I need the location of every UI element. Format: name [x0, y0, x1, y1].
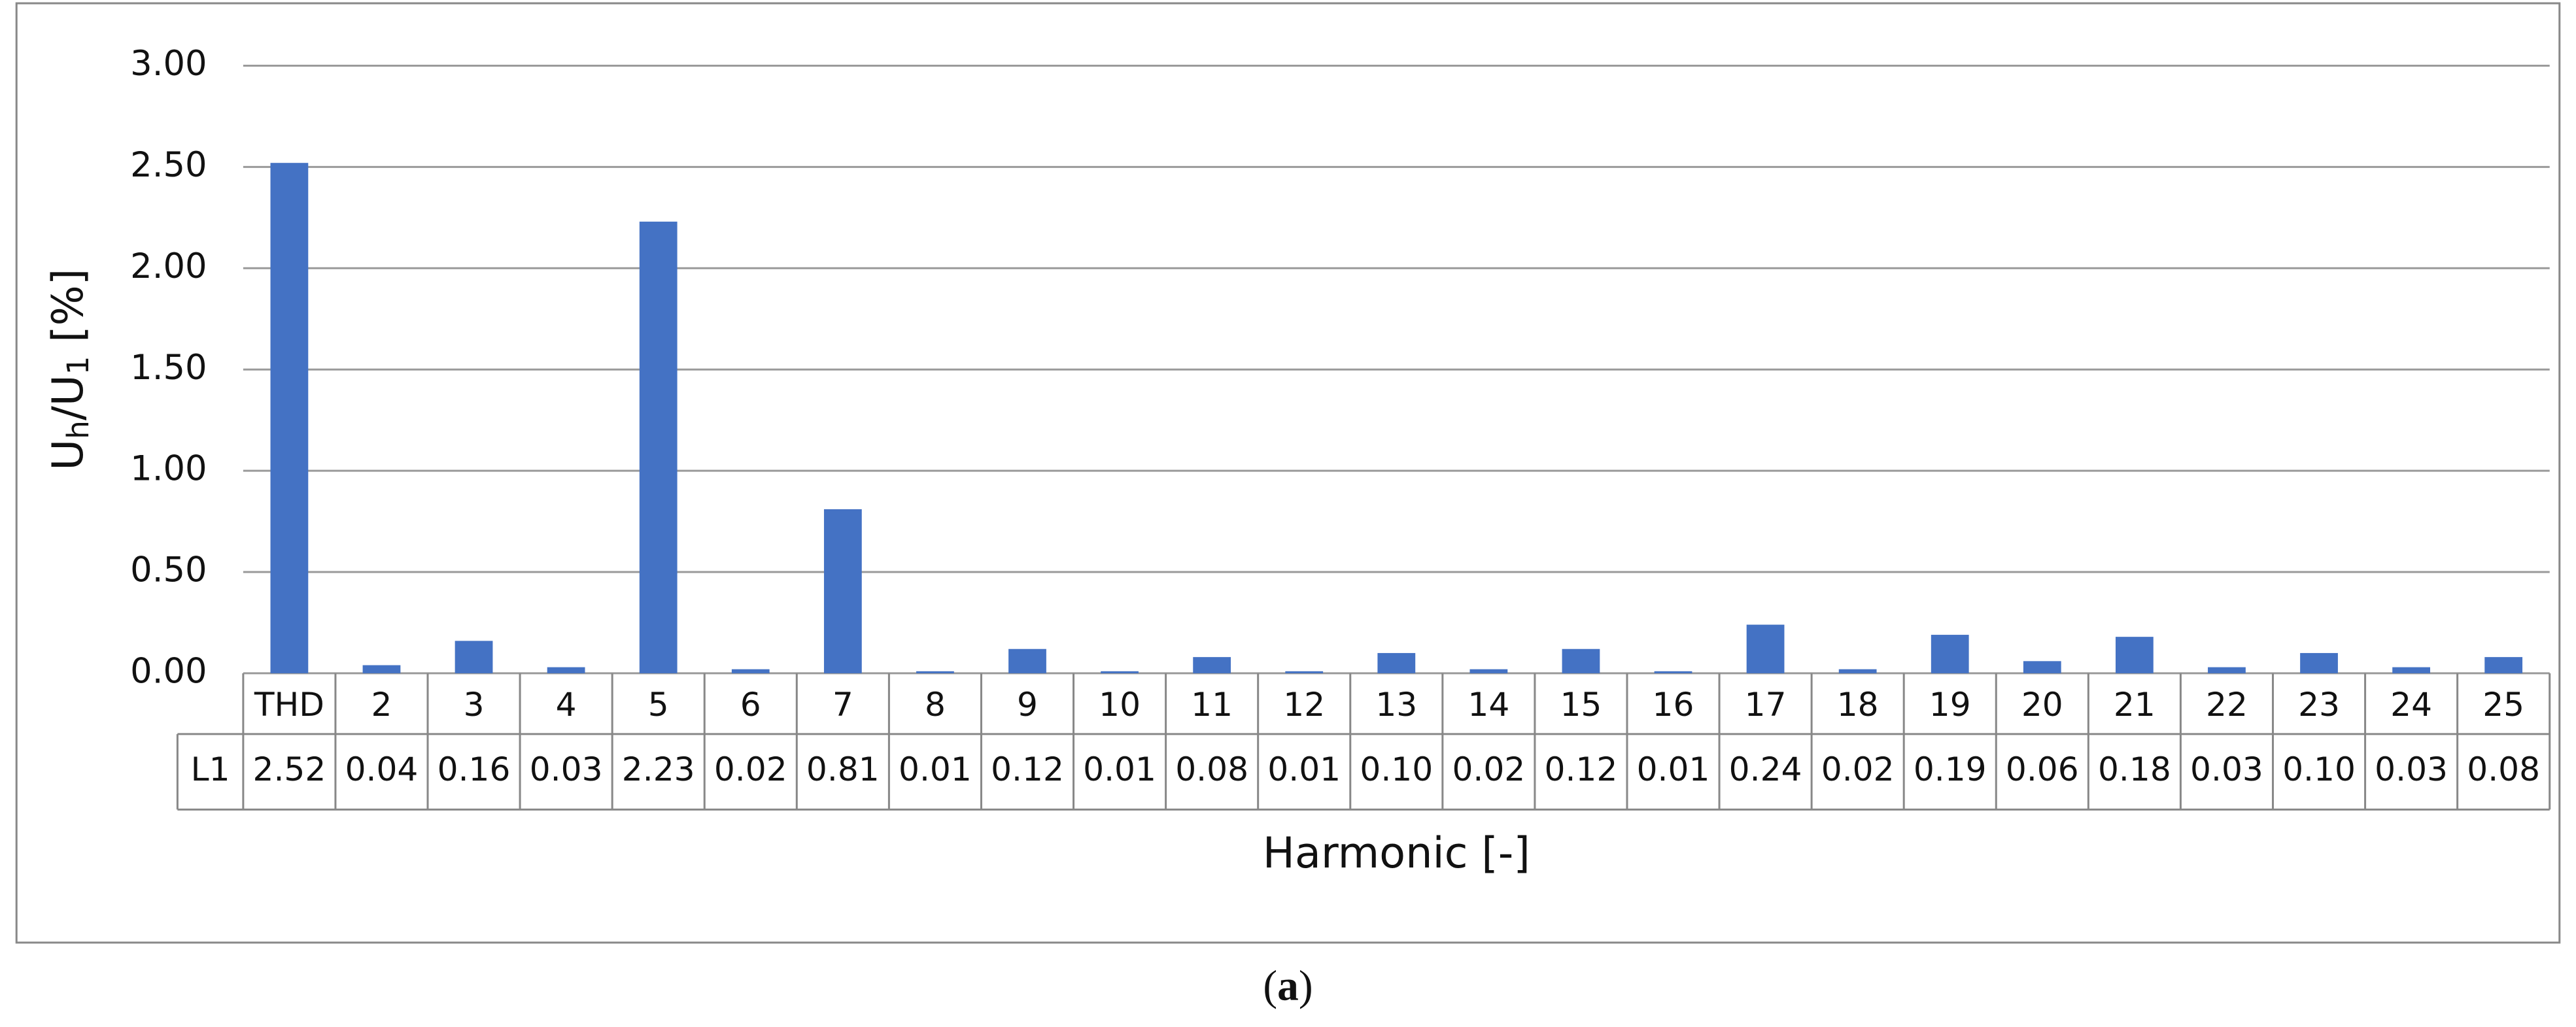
- y-tick-label: 1.50: [130, 348, 207, 388]
- table-value: 0.81: [806, 750, 880, 788]
- bar: [1285, 671, 1324, 673]
- bar: [547, 667, 585, 673]
- x-tick-label: 13: [1375, 685, 1417, 724]
- table-value: 0.08: [2467, 750, 2540, 788]
- x-tick-label: 25: [2482, 685, 2524, 724]
- x-tick-label: 4: [556, 685, 577, 724]
- bar: [1101, 671, 1139, 673]
- table-value: 0.16: [438, 750, 511, 788]
- x-tick-label: 14: [1468, 685, 1509, 724]
- x-tick-label: 11: [1191, 685, 1233, 724]
- bar: [1931, 635, 1969, 673]
- x-axis-title: Harmonic [-]: [1263, 828, 1530, 878]
- x-tick-label: 3: [464, 685, 485, 724]
- x-tick-label: 18: [1837, 685, 1879, 724]
- y-tick-label: 3.00: [130, 44, 207, 84]
- table-value: 0.12: [991, 750, 1064, 788]
- table-value: 0.03: [530, 750, 603, 788]
- x-tick-label: 21: [2114, 685, 2155, 724]
- bar: [823, 509, 862, 673]
- x-tick-label: 12: [1283, 685, 1325, 724]
- bar: [731, 669, 770, 673]
- x-tick-label: THD: [254, 685, 324, 724]
- x-tick-label: 5: [648, 685, 669, 724]
- chart-frame: [15, 2, 2561, 944]
- y-tick-label: 0.50: [130, 550, 207, 590]
- table-value: 0.19: [1914, 750, 1987, 788]
- y-tick-label: 2.50: [130, 145, 207, 185]
- x-tick-label: 9: [1017, 685, 1038, 724]
- x-tick-label: 7: [833, 685, 853, 724]
- bar: [1562, 648, 1600, 673]
- table-value: 0.01: [1637, 750, 1710, 788]
- table-value: 0.02: [1452, 750, 1525, 788]
- bar: [2484, 657, 2523, 673]
- y-tick-label: 1.00: [130, 449, 207, 489]
- table-value: 2.52: [252, 750, 326, 788]
- table-value: 0.06: [2006, 750, 2079, 788]
- x-tick-label: 16: [1653, 685, 1694, 724]
- bar: [2392, 667, 2430, 673]
- table-value: 2.23: [622, 750, 695, 788]
- bar: [2208, 667, 2246, 673]
- bar: [1746, 624, 1785, 673]
- table-value: 0.08: [1175, 750, 1248, 788]
- bar: [639, 222, 678, 673]
- table-value: 0.02: [714, 750, 787, 788]
- bar: [2300, 652, 2338, 673]
- bar: [1469, 669, 1508, 673]
- table-value: 0.01: [1083, 750, 1156, 788]
- table-value: 0.02: [1821, 750, 1895, 788]
- x-tick-label: 24: [2390, 685, 2432, 724]
- bar: [1008, 648, 1046, 673]
- y-axis-title: Uh/U1 [%]: [43, 269, 95, 471]
- table-value: 0.03: [2190, 750, 2263, 788]
- table-value: 0.03: [2375, 750, 2448, 788]
- bar: [455, 641, 493, 673]
- bar: [916, 671, 954, 673]
- x-tick-label: 23: [2298, 685, 2340, 724]
- bar: [1377, 652, 1416, 673]
- bar: [1654, 671, 1692, 673]
- y-tick-label: 2.00: [130, 246, 207, 286]
- table-row-header: L1: [191, 750, 230, 788]
- x-tick-label: 22: [2206, 685, 2248, 724]
- bar: [1193, 657, 1231, 673]
- x-tick-label: 10: [1099, 685, 1141, 724]
- bar: [2023, 661, 2061, 673]
- x-tick-label: 6: [740, 685, 761, 724]
- y-tick-label: 0.00: [130, 652, 207, 692]
- bar: [2115, 637, 2154, 673]
- table-value: 0.24: [1729, 750, 1802, 788]
- x-tick-label: 20: [2021, 685, 2063, 724]
- x-tick-label: 15: [1560, 685, 1602, 724]
- table-value: 0.01: [899, 750, 972, 788]
- table-value: 0.12: [1545, 750, 1618, 788]
- bar: [362, 665, 401, 673]
- x-tick-label: 8: [925, 685, 946, 724]
- x-tick-label: 19: [1929, 685, 1971, 724]
- table-value: 0.10: [1360, 750, 1433, 788]
- x-tick-label: 2: [371, 685, 392, 724]
- table-value: 0.01: [1267, 750, 1341, 788]
- table-value: 0.04: [345, 750, 419, 788]
- table-value: 0.10: [2282, 750, 2356, 788]
- x-tick-label: 17: [1745, 685, 1787, 724]
- bar: [1838, 669, 1877, 673]
- bar: [270, 163, 309, 673]
- table-value: 0.18: [2098, 750, 2171, 788]
- caption: (a): [1263, 963, 1313, 1010]
